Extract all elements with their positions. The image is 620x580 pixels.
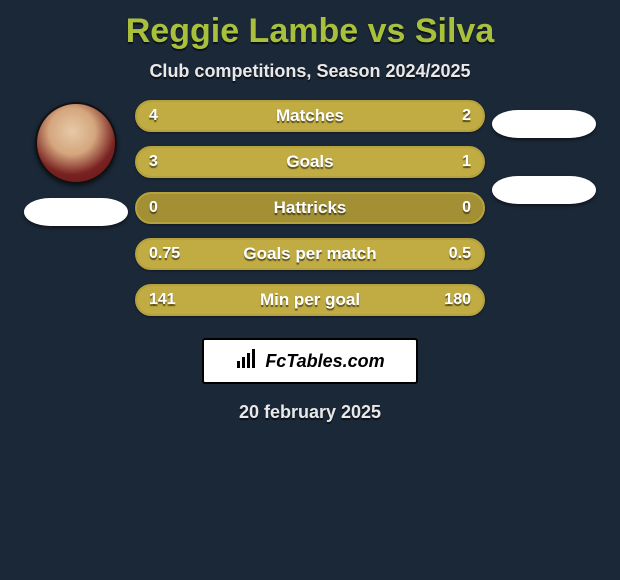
player-right-name-pill-1 xyxy=(492,110,596,138)
brand-badge[interactable]: FcTables.com xyxy=(202,338,418,384)
stat-bar: Hattricks0 0 xyxy=(135,192,485,224)
stat-bars-column: Matches42 Goals31 Hattricks0 0 Goals per mat… xyxy=(135,100,485,316)
player-left-avatar xyxy=(35,102,117,184)
stat-value-left: 0 xyxy=(149,194,158,222)
stat-bar: Goals31 xyxy=(135,146,485,178)
date-line: 20 february 2025 xyxy=(0,402,620,423)
stat-fill-left xyxy=(137,102,368,130)
brand-text: FcTables.com xyxy=(265,351,384,372)
main-row: Matches42 Goals31 Hattricks0 0 Goals per mat… xyxy=(0,100,620,316)
stat-label: Hattricks xyxy=(137,194,483,222)
stat-fill-right xyxy=(289,286,483,314)
stat-value-right: 0 xyxy=(462,194,471,222)
stat-fill-left xyxy=(137,240,345,268)
comparison-title: Reggie Lambe vs Silva xyxy=(0,12,620,51)
stat-bar: Goals per match0.750.5 xyxy=(135,238,485,270)
player-right-column xyxy=(485,100,603,204)
player-left-column xyxy=(17,100,135,226)
stat-fill-left xyxy=(137,286,289,314)
comparison-subtitle: Club competitions, Season 2024/2025 xyxy=(0,61,620,82)
stat-fill-right xyxy=(397,148,484,176)
player-left-name-pill xyxy=(24,198,128,226)
stat-bar: Matches42 xyxy=(135,100,485,132)
stat-fill-right xyxy=(368,102,483,130)
bar-chart-icon xyxy=(235,347,259,376)
stat-fill-left xyxy=(137,148,397,176)
player-right-name-pill-2 xyxy=(492,176,596,204)
stat-bar: Min per goal141180 xyxy=(135,284,485,316)
stat-fill-right xyxy=(345,240,483,268)
comparison-container: Reggie Lambe vs Silva Club competitions,… xyxy=(0,0,620,423)
